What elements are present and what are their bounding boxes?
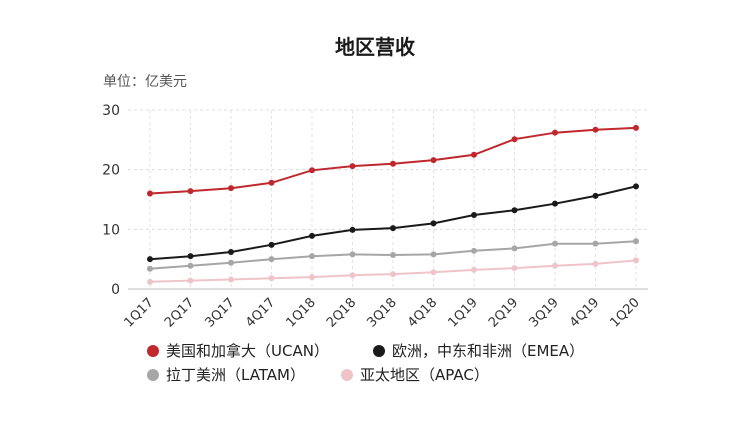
data-point [471, 151, 477, 158]
x-tick-label: 3Q19 [526, 295, 561, 330]
x-tick-label: 3Q17 [202, 295, 237, 330]
data-point [471, 247, 477, 254]
data-point [511, 136, 518, 143]
data-point [390, 225, 396, 232]
data-point [390, 160, 396, 167]
data-point [552, 129, 558, 136]
data-point [349, 272, 356, 279]
data-point [511, 265, 518, 272]
data-point [228, 249, 234, 256]
data-point [471, 266, 477, 273]
data-point [349, 251, 356, 258]
legend-marker [341, 369, 353, 381]
data-point [552, 240, 558, 247]
data-point [511, 207, 518, 214]
x-tick-label: 2Q19 [486, 295, 521, 330]
legend-marker [147, 369, 159, 381]
data-point [390, 251, 396, 258]
data-point [187, 262, 194, 269]
data-point [228, 276, 234, 283]
data-point [268, 241, 275, 248]
data-point [309, 167, 315, 174]
x-axis-ticks: 1Q17 2Q17 3Q17 4Q17 1Q18 2Q18 3Q18 4Q18 1Q19 2Q19… [121, 295, 642, 330]
x-tick-label: 2Q18 [324, 295, 359, 330]
legend-label: 拉丁美洲（LATAM） [166, 366, 305, 384]
data-point [268, 275, 275, 282]
data-point [309, 274, 315, 281]
data-point [349, 163, 356, 170]
data-point [430, 220, 437, 227]
legend-label: 欧洲，中东和非洲（EMEA） [392, 342, 584, 360]
chart-title: 地区营收 [335, 35, 415, 59]
x-tick-label: 4Q17 [243, 295, 278, 330]
data-point [268, 256, 275, 263]
data-point [471, 212, 477, 219]
data-point [552, 200, 558, 207]
data-point [268, 179, 275, 186]
data-point [430, 157, 437, 164]
data-point [147, 278, 153, 285]
data-point [633, 238, 639, 245]
data-point [309, 232, 315, 239]
data-point [552, 262, 558, 269]
y-axis-ticks: 0 10 20 30 [102, 103, 120, 298]
grid-lines [128, 109, 648, 290]
x-tick-label: 4Q19 [567, 295, 602, 330]
data-point [633, 124, 639, 131]
data-point [187, 188, 194, 195]
y-tick-label: 20 [102, 163, 120, 179]
y-tick-label: 30 [102, 103, 120, 119]
data-point [592, 260, 599, 267]
x-tick-label: 4Q18 [405, 295, 440, 330]
data-point [430, 269, 437, 276]
x-tick-label: 2Q17 [162, 295, 197, 330]
data-point [349, 226, 356, 233]
x-tick-label: 3Q18 [364, 295, 399, 330]
series-lines [147, 124, 639, 285]
data-point [147, 190, 153, 197]
data-point [390, 271, 396, 278]
legend-marker [373, 345, 385, 357]
legend-label: 亚太地区（APAC） [360, 366, 489, 384]
data-point [511, 245, 518, 252]
data-point [228, 259, 234, 266]
x-tick-label: 1Q20 [607, 295, 642, 330]
legend-label: 美国和加拿大（UCAN） [166, 342, 329, 360]
legend-marker [147, 345, 159, 357]
x-tick-label: 1Q19 [445, 295, 480, 330]
data-point [633, 183, 639, 190]
x-tick-label: 1Q18 [283, 295, 318, 330]
legend: 美国和加拿大（UCAN） 欧洲，中东和非洲（EMEA） 拉丁美洲（LATAM） 亚太地… [147, 342, 584, 384]
data-point [633, 257, 639, 264]
data-point [187, 253, 194, 260]
unit-label: 单位：亿美元 [103, 74, 187, 90]
data-point [592, 240, 599, 247]
y-tick-label: 0 [111, 282, 120, 298]
data-point [430, 251, 437, 258]
data-point [147, 265, 153, 272]
data-point [592, 192, 599, 199]
data-point [228, 185, 234, 192]
data-point [147, 256, 153, 263]
x-tick-label: 1Q17 [121, 295, 156, 330]
data-point [309, 253, 315, 260]
data-point [187, 277, 194, 284]
y-tick-label: 10 [102, 222, 120, 238]
data-point [592, 126, 599, 133]
